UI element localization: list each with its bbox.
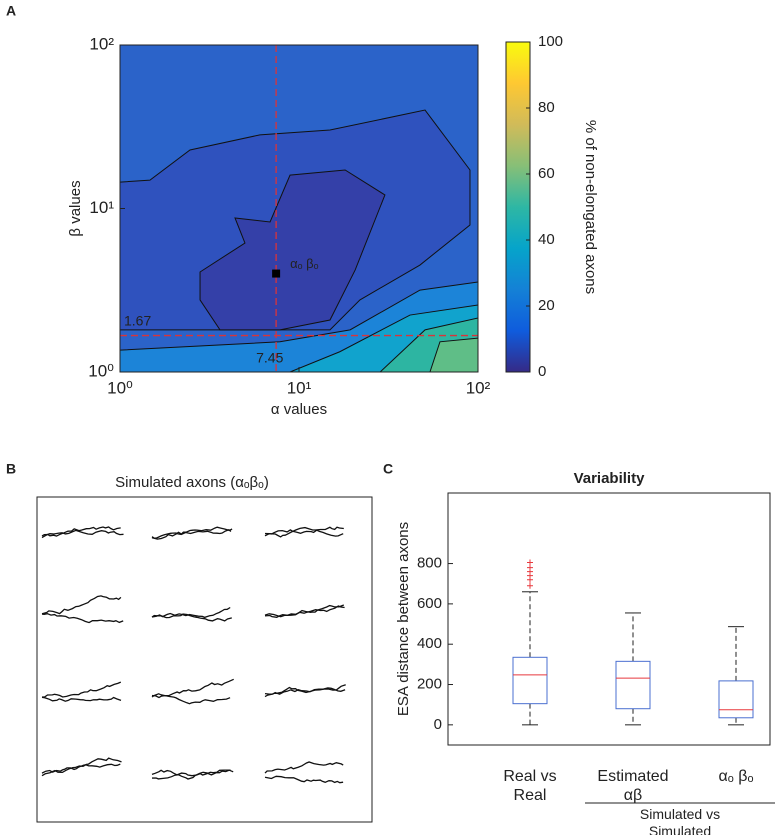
axon-trace <box>151 606 231 619</box>
group-label: Simulated vs Simulated <box>640 806 720 835</box>
box <box>615 660 651 710</box>
x-tick-label: 10⁰ <box>107 378 133 397</box>
panel-label: C <box>383 461 393 477</box>
y-tick-label: 600 <box>417 595 442 612</box>
axon-trace <box>264 526 344 538</box>
x-tick-label: Real vs Real <box>503 768 556 804</box>
colorbar-tick-label: 20 <box>538 297 555 314</box>
colorbar <box>505 41 531 373</box>
flier <box>527 582 533 589</box>
colorbar-tick-label: 80 <box>538 99 555 116</box>
contour-area <box>120 45 478 372</box>
colorbar-label: % of non-elongated axons <box>582 120 599 294</box>
y-tick-label: 200 <box>417 675 442 692</box>
axon-trace <box>264 687 346 695</box>
box <box>718 680 754 719</box>
marker-label: αₒ βₒ <box>290 256 319 271</box>
colorbar-tick-label: 40 <box>538 231 555 248</box>
box <box>512 656 548 705</box>
axon-trace <box>151 613 232 622</box>
axon-trace <box>151 526 233 540</box>
axon-trace <box>264 604 345 618</box>
colorbar-tick-label: 0 <box>538 363 546 380</box>
traces-frame <box>36 496 373 823</box>
y-axis-label: β values <box>67 180 84 236</box>
axon-trace <box>151 769 234 777</box>
axon-trace <box>264 529 344 537</box>
plot-frame <box>447 492 771 746</box>
y-tick-label: 10⁰ <box>88 361 114 380</box>
contour-region <box>429 337 478 372</box>
y-tick-label: 10¹ <box>89 198 114 217</box>
ref-label-x: 7.45 <box>256 350 283 366</box>
x-axis-label: α values <box>271 401 327 418</box>
panel-label: B <box>6 461 16 477</box>
panel-title: Simulated axons (αₒβₒ) <box>115 474 269 491</box>
axon-trace <box>151 769 231 780</box>
axon-trace <box>151 529 232 539</box>
axon-trace <box>41 757 122 777</box>
axon-trace <box>264 761 344 774</box>
x-tick-label: αₒ βₒ <box>719 768 754 785</box>
flier <box>527 559 533 566</box>
x-tick-label: Estimated αβ <box>597 768 668 804</box>
axon-trace <box>41 526 121 537</box>
axon-trace <box>41 613 124 624</box>
colorbar-tick-label: 100 <box>538 33 563 50</box>
panel-label: A <box>6 3 16 19</box>
flier <box>527 564 533 571</box>
axon-trace <box>41 763 121 774</box>
y-axis-label: ESA distance between axons <box>395 522 412 716</box>
axon-trace <box>41 681 122 698</box>
x-tick-label: 10¹ <box>287 378 312 397</box>
x-tick-label: 10² <box>466 378 491 397</box>
y-tick-label: 0 <box>434 716 442 733</box>
panel-title: Variability <box>574 470 646 487</box>
axon-trace <box>41 595 122 615</box>
y-tick-label: 400 <box>417 635 442 652</box>
axon-trace <box>151 678 234 698</box>
colorbar-tick-label: 60 <box>538 165 555 182</box>
ref-label-y: 1.67 <box>124 312 151 328</box>
axon-trace <box>41 696 122 702</box>
axon-trace <box>264 605 345 618</box>
marker <box>272 269 281 278</box>
axon-trace <box>41 529 124 539</box>
axon-trace <box>151 694 231 705</box>
axon-trace <box>264 775 344 784</box>
contour-region <box>199 169 386 331</box>
y-tick-label: 10² <box>89 34 114 53</box>
y-tick-label: 800 <box>417 555 442 572</box>
